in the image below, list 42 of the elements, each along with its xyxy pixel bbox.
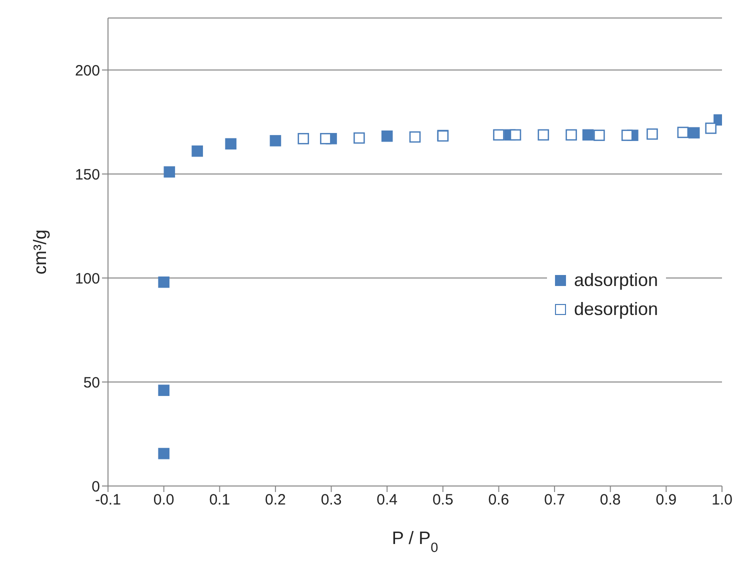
point [582, 129, 594, 141]
point [621, 130, 633, 141]
point [646, 128, 658, 140]
point [158, 276, 170, 288]
x-tick-label: 0.4 [376, 492, 398, 509]
x-axis-title: P / P$_{0}$ [392, 528, 438, 554]
y-tick-label: 200 [74, 62, 100, 80]
point [158, 448, 170, 460]
point [298, 132, 310, 144]
point [493, 129, 504, 141]
x-tick-label: 0.6 [488, 492, 510, 509]
x-tick-label: 0.1 [209, 492, 230, 509]
point [192, 145, 203, 157]
x-tick-label: 0.5 [432, 492, 454, 509]
point [158, 384, 170, 396]
point [688, 127, 700, 138]
y-tick-label: 50 [83, 374, 100, 392]
point [164, 166, 176, 178]
legend-label: desorption [574, 299, 658, 320]
x-tick-label: 0.3 [320, 492, 342, 509]
x-tick-label: 0.0 [153, 492, 174, 509]
point [225, 138, 236, 150]
point [538, 129, 550, 141]
x-tick-label: 0.8 [600, 492, 621, 509]
point [594, 130, 605, 141]
x-tick-label: 0.2 [265, 492, 286, 509]
point [566, 129, 577, 141]
point [354, 132, 365, 144]
legend-label: adsorption [574, 270, 658, 291]
y-tick-label: 100 [74, 270, 100, 288]
x-tick-label: 0.9 [656, 492, 677, 509]
point [677, 126, 689, 138]
x-tick-label: 1.0 [712, 492, 732, 509]
point [409, 131, 421, 143]
point [705, 122, 716, 134]
point [320, 132, 332, 144]
point [510, 129, 522, 141]
point [381, 130, 393, 142]
y-tick-label: 150 [74, 166, 100, 184]
x-tick-label: 0.7 [544, 492, 565, 509]
y-axis-title: cm³/g [30, 230, 50, 274]
point [270, 135, 282, 146]
